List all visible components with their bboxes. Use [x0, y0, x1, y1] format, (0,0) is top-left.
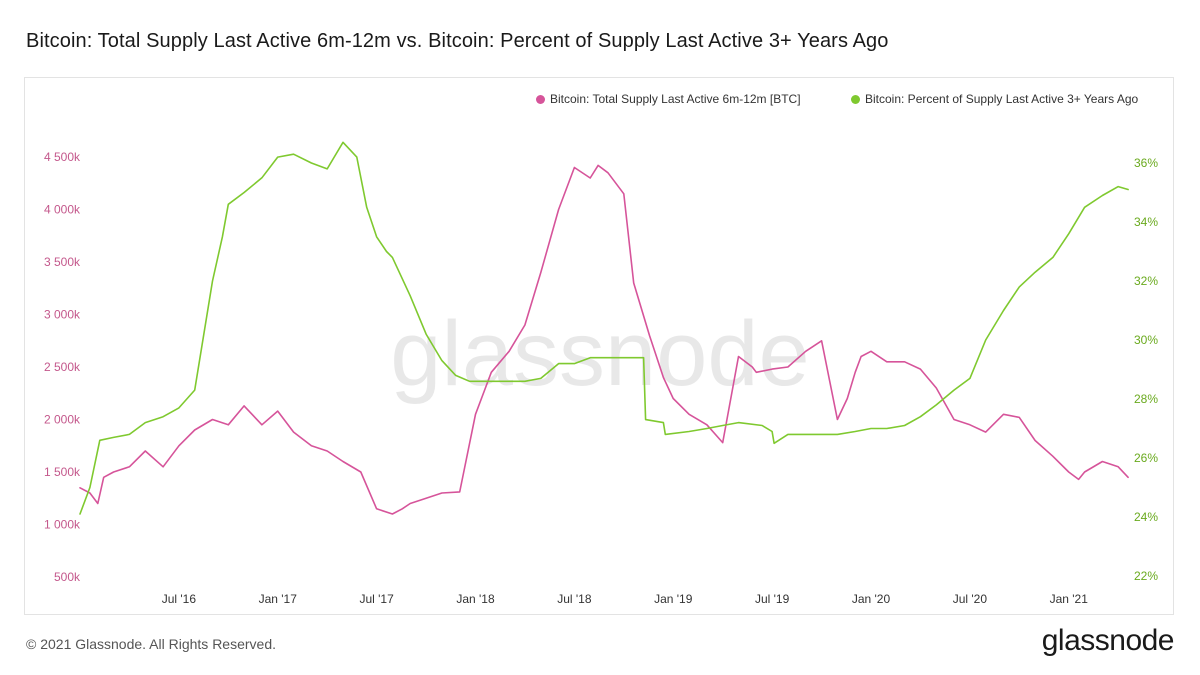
y-left-tick-label: 2 000k: [44, 413, 81, 427]
y-right-tick-label: 24%: [1134, 510, 1158, 524]
x-tick-label: Jan '20: [852, 592, 891, 606]
x-tick-label: Jul '16: [162, 592, 197, 606]
x-tick-label: Jul '18: [557, 592, 592, 606]
y-right-tick-label: 22%: [1134, 569, 1158, 583]
y-right-tick-label: 30%: [1134, 333, 1158, 347]
y-left-tick-label: 2 500k: [44, 360, 81, 374]
series-line-supply-3y: [79, 141, 1129, 515]
x-tick-label: Jul '17: [359, 592, 394, 606]
y-right-tick-label: 26%: [1134, 451, 1158, 465]
series-layer: [79, 141, 1129, 515]
legend-dot-pink: [536, 94, 545, 104]
legend-label: Bitcoin: Percent of Supply Last Active 3…: [865, 92, 1139, 106]
y-left-tick-label: 4 000k: [44, 203, 81, 217]
y-axis-left: 500k 1 000k 1 500k 2 000k 2 500k 3 000k 3 500k…: [44, 150, 81, 584]
chart-frame: [24, 77, 1174, 615]
legend-dot-green: [851, 94, 860, 104]
x-tick-label: Jan '18: [456, 592, 495, 606]
x-tick-label: Jan '21: [1050, 592, 1089, 606]
y-left-tick-label: 1 500k: [44, 465, 81, 479]
y-right-tick-label: 34%: [1134, 215, 1158, 229]
glassnode-logo: glassnode: [1041, 624, 1175, 657]
y-right-tick-label: 36%: [1134, 156, 1158, 170]
x-tick-label: Jan '19: [654, 592, 693, 606]
y-right-tick-label: 32%: [1134, 274, 1158, 288]
chart-title: Bitcoin: Total Supply Last Active 6m-12m…: [26, 30, 889, 52]
y-left-tick-label: 3 000k: [44, 308, 81, 322]
y-left-tick-label: 500k: [54, 570, 81, 584]
x-axis: Jul '16 Jan '17 Jul '17 Jan '18 Jul '18 Jan '…: [162, 592, 1089, 606]
watermark: glassnode: [390, 303, 809, 405]
y-left-tick-label: 3 500k: [44, 255, 81, 269]
legend-item-supply-6m-12m[interactable]: Bitcoin: Total Supply Last Active 6m-12m…: [536, 92, 801, 106]
x-tick-label: Jan '17: [259, 592, 298, 606]
y-axis-right: 22% 24% 26% 28% 30% 32% 34% 36%: [1134, 156, 1158, 583]
legend-label: Bitcoin: Total Supply Last Active 6m-12m…: [550, 92, 801, 106]
y-right-tick-label: 28%: [1134, 392, 1158, 406]
copyright-footer: © 2021 Glassnode. All Rights Reserved.: [26, 636, 277, 652]
y-left-tick-label: 4 500k: [44, 150, 81, 164]
x-tick-label: Jul '20: [953, 592, 988, 606]
legend-item-supply-3y[interactable]: Bitcoin: Percent of Supply Last Active 3…: [851, 92, 1138, 106]
x-tick-label: Jul '19: [755, 592, 790, 606]
y-left-tick-label: 1 000k: [44, 518, 81, 532]
series-line-supply-6m-12m: [79, 164, 1129, 515]
